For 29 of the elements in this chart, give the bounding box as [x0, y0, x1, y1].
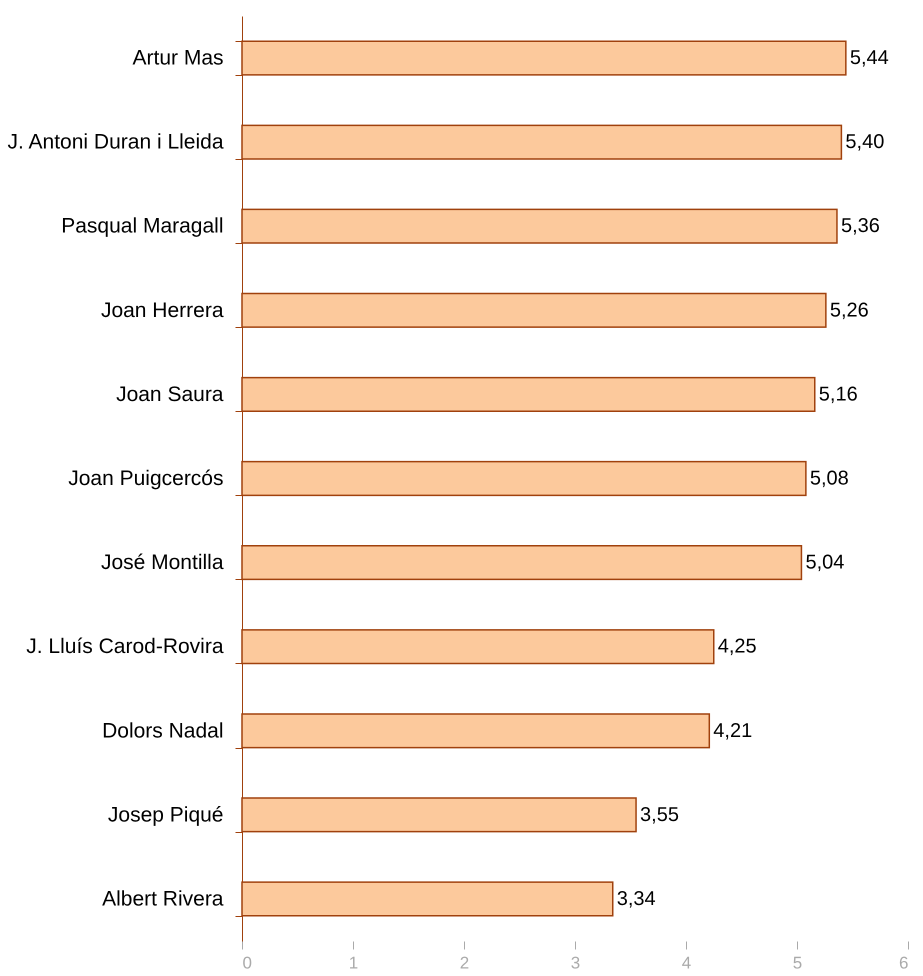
- y-tick-label: Josep Piqué: [108, 803, 224, 826]
- y-tick-label: Pasqual Maragall: [61, 214, 224, 238]
- y-tick-label: Dolors Nadal: [102, 719, 224, 742]
- data-label: 3,34: [616, 888, 656, 910]
- data-label: 5,44: [850, 47, 889, 70]
- y-tick-label: J. Lluís Carod-Rovira: [26, 635, 224, 658]
- y-tick-label: Artur Mas: [132, 46, 224, 70]
- y-tick-label: Joan Puigcercós: [68, 467, 224, 490]
- data-label: 5,36: [840, 215, 880, 238]
- data-label: 5,40: [845, 131, 884, 154]
- data-label: 5,26: [830, 299, 869, 322]
- x-tick-label: 0: [242, 954, 252, 972]
- data-label: 5,16: [818, 383, 858, 406]
- data-label: 4,25: [718, 636, 757, 658]
- x-tick-label: 2: [460, 954, 470, 972]
- y-tick-label: Joan Saura: [116, 382, 224, 406]
- y-tick-label: J. Antoni Duran i Lleida: [8, 130, 224, 154]
- y-tick-label: Albert Rivera: [102, 887, 224, 910]
- y-tick-label: José Montilla: [100, 551, 224, 574]
- y-tick-label: Joan Herrera: [100, 298, 224, 322]
- x-tick-label: 4: [682, 954, 692, 972]
- x-tick-label: 6: [899, 954, 908, 972]
- x-tick-label: 3: [570, 954, 580, 972]
- data-label: 5,04: [805, 552, 844, 574]
- x-tick-label: 1: [348, 954, 358, 972]
- data-label: 5,08: [810, 468, 849, 490]
- data-label: 4,21: [713, 720, 752, 742]
- x-tick-label: 5: [792, 954, 802, 972]
- data-label: 3,55: [640, 804, 679, 826]
